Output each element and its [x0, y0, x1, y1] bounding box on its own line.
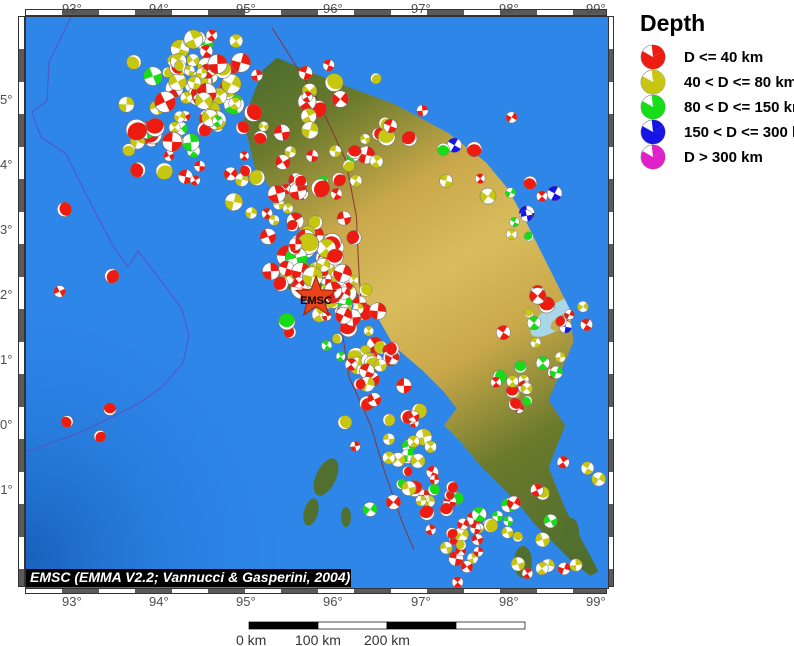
svg-text:0 km: 0 km [236, 632, 266, 646]
svg-text:80 < D <= 150 km: 80 < D <= 150 km [684, 99, 794, 116]
svg-text:D > 300 km: D > 300 km [684, 149, 763, 166]
svg-text:D <= 40 km: D <= 40 km [684, 49, 763, 66]
svg-text:40 < D <= 80 km: 40 < D <= 80 km [684, 74, 794, 91]
svg-text:100 km: 100 km [295, 632, 341, 646]
svg-text:EMSC: EMSC [300, 295, 332, 307]
svg-text:150 < D <= 300 km: 150 < D <= 300 km [684, 124, 794, 141]
svg-text:200 km: 200 km [364, 632, 410, 646]
svg-text:EMSC (EMMA V2.2; Vannucci & Ga: EMSC (EMMA V2.2; Vannucci & Gasperini, 2… [30, 569, 351, 585]
